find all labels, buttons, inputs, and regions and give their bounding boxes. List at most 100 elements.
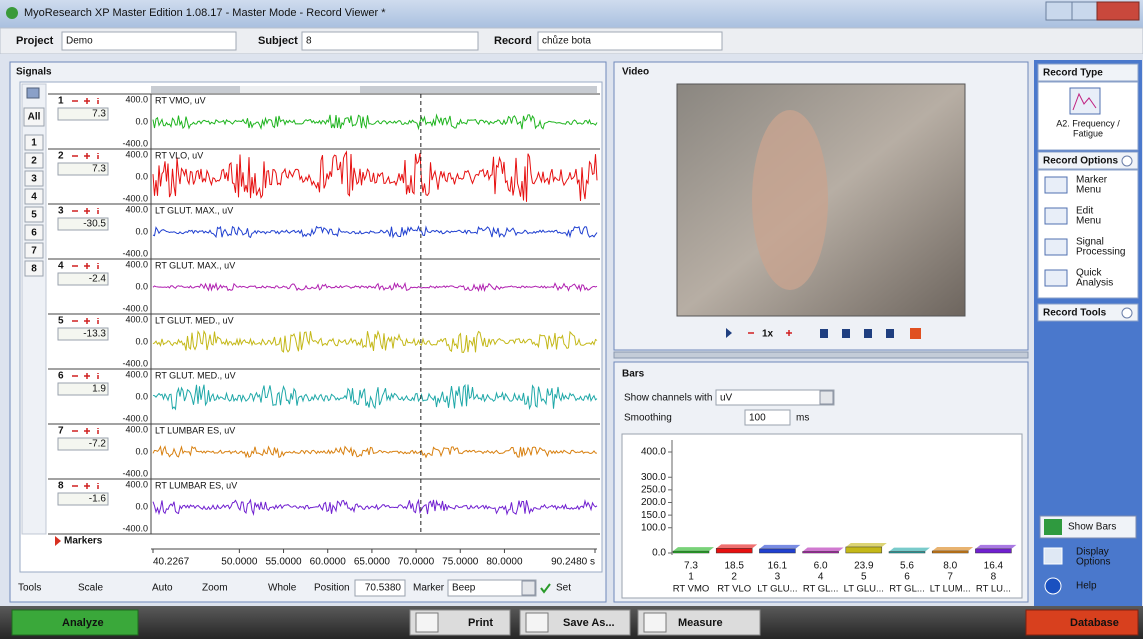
- measure-icon: [643, 612, 667, 633]
- play-button[interactable]: [726, 328, 732, 338]
- title-bar: [0, 0, 1143, 28]
- channel-number: 2: [58, 151, 64, 162]
- snapshot-button[interactable]: [910, 328, 921, 339]
- channel-name: RT GLUT. MED., uV: [155, 370, 236, 380]
- window-title: MyoResearch XP Master Edition 1.08.17 - …: [24, 7, 386, 19]
- panel-splitter: [613, 351, 1029, 359]
- scale-label: -400.0: [122, 468, 148, 478]
- channel-number: 5: [58, 316, 64, 327]
- bar: [802, 551, 839, 554]
- scale-label: 400.0: [125, 204, 148, 214]
- bar-top: [845, 542, 887, 547]
- save_as-label: Save As...: [563, 617, 615, 629]
- value-label: 23.9: [854, 561, 874, 572]
- position-field[interactable]: [354, 579, 406, 597]
- minimize-button[interactable]: [1045, 1, 1073, 21]
- channel-button[interactable]: [24, 260, 44, 277]
- scale-label: 0.0: [135, 226, 148, 236]
- display-options-icon[interactable]: [1043, 547, 1063, 565]
- speed-label: 1x: [762, 329, 774, 340]
- show-bars-button[interactable]: [1039, 515, 1137, 539]
- bars-title: Bars: [622, 369, 645, 380]
- option-icon[interactable]: [1044, 207, 1068, 225]
- signals-title: Signals: [16, 67, 52, 78]
- channel-adjust-icons[interactable]: [72, 318, 99, 324]
- channel-adjust-icons[interactable]: [72, 153, 99, 159]
- signal-trace: [152, 384, 598, 411]
- transport-button[interactable]: [886, 329, 894, 338]
- option-icon[interactable]: [1044, 269, 1068, 287]
- units-dropdown[interactable]: [819, 390, 834, 405]
- help-icon[interactable]: [1044, 577, 1062, 595]
- signal-trace: [152, 113, 598, 131]
- channel-button-label: 3: [31, 174, 37, 185]
- analyze-button[interactable]: [11, 609, 139, 636]
- channel-button[interactable]: [24, 152, 44, 169]
- option-icon[interactable]: [1044, 238, 1068, 256]
- close-button[interactable]: [1096, 1, 1140, 21]
- channel-value: -13.3: [83, 329, 106, 340]
- transport-button[interactable]: [842, 329, 850, 338]
- set-check[interactable]: [540, 583, 551, 594]
- zoom-tool: Zoom: [202, 583, 228, 594]
- option-icon[interactable]: [1044, 176, 1068, 194]
- smoothing-label: Smoothing: [624, 413, 672, 424]
- channel-button[interactable]: [24, 134, 44, 151]
- scale-label: 400.0: [125, 424, 148, 434]
- channel-adjust-icons[interactable]: [72, 208, 99, 214]
- bar-top: [759, 544, 801, 549]
- channel-button-label: 6: [31, 228, 37, 239]
- maximize-button[interactable]: [1071, 1, 1098, 21]
- signal-trace: [152, 445, 598, 459]
- bar: [672, 550, 710, 554]
- record-field[interactable]: [537, 31, 723, 51]
- speed-plus[interactable]: [786, 330, 792, 336]
- record-type-chart: [1072, 92, 1097, 111]
- record-type-header: [1037, 63, 1139, 82]
- subject-field[interactable]: [301, 31, 479, 51]
- channel-button[interactable]: [24, 188, 44, 205]
- channel-adjust-icons[interactable]: [72, 263, 99, 269]
- print-label: Print: [468, 617, 493, 629]
- marker-dropdown[interactable]: [521, 580, 536, 596]
- transport-button[interactable]: [864, 329, 872, 338]
- scale-label: 0.0: [135, 446, 148, 456]
- transport-button[interactable]: [820, 329, 828, 338]
- channel-name: RT VMO, uV: [155, 95, 206, 105]
- markers-label: Markers: [64, 536, 103, 547]
- channel-button[interactable]: [24, 170, 44, 187]
- channel-button[interactable]: [24, 206, 44, 223]
- channel-adjust-icons[interactable]: [72, 483, 99, 489]
- marker-select[interactable]: [447, 579, 537, 597]
- scale-label: 400.0: [125, 314, 148, 324]
- chart-area: [621, 433, 1023, 599]
- units-label: Show channels with units: [624, 393, 736, 404]
- record-type-header-label: Record Type: [1043, 68, 1103, 79]
- marker-value: Beep: [452, 583, 476, 594]
- bar-top: [673, 547, 714, 552]
- channel-button-label: 8: [31, 264, 37, 275]
- record-tools-header-toggle[interactable]: [1121, 307, 1133, 319]
- markers-arrow[interactable]: [55, 536, 61, 546]
- copy-icon[interactable]: [26, 87, 40, 99]
- bar: [888, 551, 926, 554]
- units-select[interactable]: [715, 389, 835, 406]
- smoothing-field[interactable]: [744, 409, 791, 426]
- time-tick-label: 40.2267: [153, 557, 190, 568]
- channel-button[interactable]: [24, 224, 44, 241]
- scale-tool: Scale: [78, 583, 103, 594]
- project-field[interactable]: [61, 31, 237, 51]
- all-button[interactable]: [23, 107, 45, 127]
- channel-adjust-icons[interactable]: [72, 428, 99, 434]
- channel-button[interactable]: [24, 242, 44, 259]
- channel-adjust-icons[interactable]: [72, 98, 99, 104]
- record-options-header-toggle[interactable]: [1121, 155, 1133, 167]
- channel-adjust-icons[interactable]: [72, 373, 99, 379]
- database-button[interactable]: [1025, 609, 1139, 636]
- app-icon: [6, 7, 18, 19]
- record-type-value: Fatigue: [1073, 128, 1103, 138]
- channel-number: 3: [58, 206, 64, 217]
- record-type-icon[interactable]: [1069, 87, 1101, 115]
- bar: [975, 548, 1012, 554]
